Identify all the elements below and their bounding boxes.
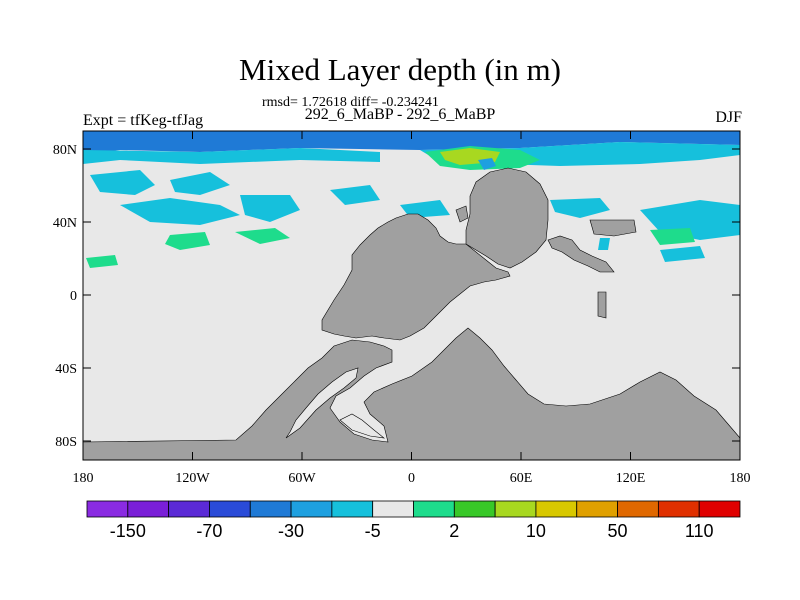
inland-sea-west — [285, 367, 359, 439]
pacific-cyan-1 — [90, 170, 155, 195]
x-tick-label: 60W — [288, 471, 316, 486]
map-plot-area — [82, 130, 741, 461]
chart-title: Mixed Layer depth (in m) — [239, 52, 561, 87]
colorbar-segment — [86, 500, 129, 518]
season-label: DJF — [715, 109, 742, 126]
y-tick-label: 40S — [55, 362, 77, 377]
chart-subtitle: 292_6_MaBP - 292_6_MaBP — [304, 106, 496, 123]
arctic-cyan-band — [83, 148, 380, 164]
colorbar-label: -150 — [110, 521, 146, 541]
supercontinent-south — [82, 327, 741, 461]
colorbar-segment — [698, 500, 741, 518]
colorbar-label: 50 — [608, 521, 628, 541]
pacific-green-3 — [86, 255, 118, 268]
pacific-east-green — [650, 228, 695, 245]
island-small — [597, 291, 607, 319]
colorbar-segment — [249, 500, 292, 518]
colorbar-label: 10 — [526, 521, 546, 541]
colorbar-label: 110 — [685, 521, 714, 541]
supercontinent-north — [321, 213, 511, 341]
colorbar: -150 -70 -30 -5 2 10 50 110 — [86, 500, 741, 541]
stats-text: rmsd= 1.72618 diff= -0.234241 — [262, 95, 439, 110]
experiment-label: Expt = tfKeg-tfJag — [83, 112, 204, 129]
atlantic-cyan-2 — [400, 200, 450, 218]
colorbar-segment — [576, 500, 618, 518]
colorbar-label: 2 — [449, 521, 459, 541]
colorbar-segment — [617, 500, 659, 518]
x-tick-label: 120W — [175, 471, 210, 486]
colorbar-segment — [331, 500, 374, 518]
pacific-cyan-3 — [120, 198, 240, 225]
x-tick-label: 180 — [730, 471, 751, 486]
peninsula-east — [547, 235, 615, 273]
ocean-anomaly-patches — [83, 131, 740, 268]
pacific-cyan-2 — [170, 172, 230, 195]
supercontinent-east — [465, 167, 549, 269]
y-tick-label: 80S — [55, 435, 77, 450]
colorbar-segment — [168, 500, 210, 518]
land-masses — [82, 167, 741, 461]
longitude-axis: 180 120W 60W 0 60E 120E 180 — [73, 131, 751, 486]
colorbar-segment — [127, 500, 170, 518]
latitude-axis: 80N 40N 0 40S 80S — [53, 143, 740, 450]
y-tick-label: 0 — [70, 289, 77, 304]
colorbar-label: -70 — [196, 521, 222, 541]
atlantic-cyan-1 — [330, 185, 380, 205]
north-blue-spot — [478, 158, 496, 170]
colorbar-segment — [413, 500, 455, 518]
colorbar-segment — [290, 500, 333, 518]
indian-cyan-1 — [550, 198, 610, 218]
island-north-atlantic — [455, 205, 469, 223]
pacific-green-2 — [235, 228, 290, 244]
colorbar-segment — [372, 500, 414, 518]
x-tick-label: 120E — [616, 471, 646, 486]
arctic-blue-band — [83, 131, 740, 154]
x-tick-label: 180 — [73, 471, 94, 486]
colorbar-label: -5 — [365, 521, 381, 541]
colorbar-segment — [535, 500, 578, 518]
x-tick-label: 60E — [510, 471, 533, 486]
pacific-cyan-4 — [240, 195, 300, 222]
colorbar-label: -30 — [278, 521, 304, 541]
inland-sea-south — [339, 413, 386, 439]
x-tick-label: 0 — [408, 471, 415, 486]
island-east — [589, 219, 637, 237]
colorbar-segment — [494, 500, 537, 518]
y-tick-label: 40N — [53, 216, 77, 231]
colorbar-segment — [209, 500, 251, 518]
y-tick-label: 80N — [53, 143, 77, 158]
colorbar-segment — [657, 500, 700, 518]
indian-cyan-2 — [598, 238, 610, 250]
colorbar-segment — [453, 500, 496, 518]
pacific-east-cyan-2 — [660, 246, 705, 262]
pacific-green-1 — [165, 232, 210, 250]
